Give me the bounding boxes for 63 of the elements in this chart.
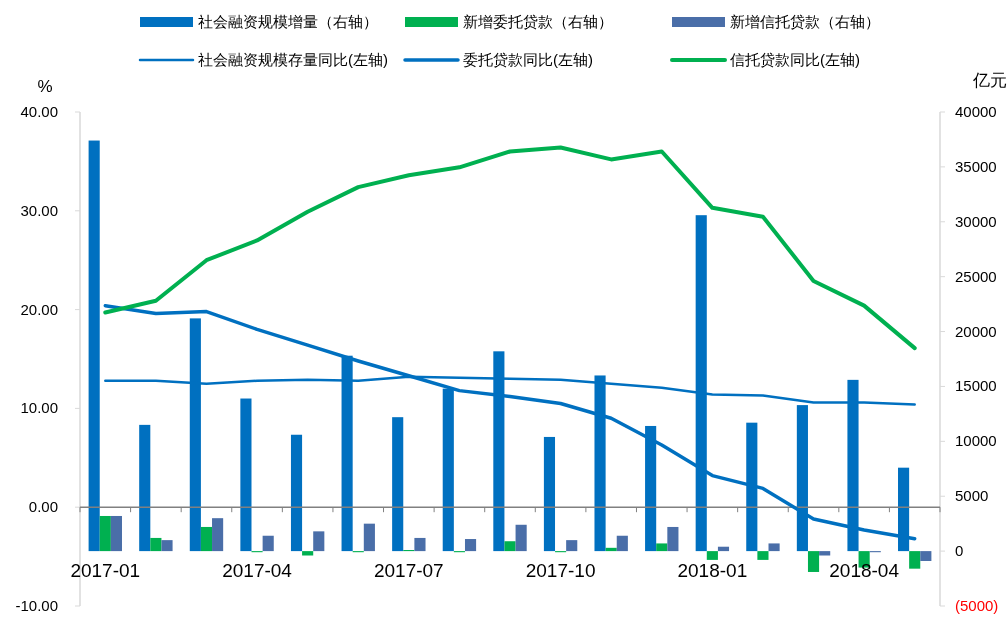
y-tick-label: 20.00 bbox=[20, 300, 58, 318]
bar bbox=[768, 543, 780, 552]
y2-tick-label: 25000 bbox=[955, 267, 997, 285]
bar bbox=[504, 541, 516, 552]
y2-tick-label: 15000 bbox=[955, 377, 997, 395]
y2-tick-label: 5000 bbox=[955, 487, 989, 505]
y-axis-title: % bbox=[37, 77, 53, 96]
bar bbox=[110, 515, 122, 552]
y2-tick-label: 10000 bbox=[955, 432, 997, 450]
bar bbox=[819, 551, 831, 556]
bar bbox=[363, 523, 375, 552]
bar bbox=[139, 424, 151, 552]
y-tick-label: 10.00 bbox=[20, 399, 58, 417]
bar bbox=[515, 524, 527, 552]
bar bbox=[313, 531, 325, 552]
bar bbox=[161, 540, 173, 552]
bar bbox=[200, 526, 213, 552]
y-tick-label: 40.00 bbox=[20, 103, 58, 120]
y2-tick-label: 30000 bbox=[955, 212, 997, 230]
y-tick-label: -10.00 bbox=[15, 597, 58, 614]
bar bbox=[212, 518, 224, 552]
bar bbox=[150, 537, 162, 552]
bar bbox=[909, 551, 921, 569]
bar bbox=[392, 417, 404, 552]
bar bbox=[88, 140, 100, 552]
bar bbox=[616, 535, 628, 552]
bar bbox=[414, 537, 426, 552]
y2-axis-title: 亿元 bbox=[972, 71, 1007, 90]
bar bbox=[262, 535, 274, 552]
x-tick-label: 2017-10 bbox=[525, 560, 596, 582]
y2-tick-label: 0 bbox=[955, 542, 964, 560]
bar bbox=[566, 540, 578, 552]
bar bbox=[302, 551, 314, 556]
y-tick-label: 30.00 bbox=[20, 201, 58, 219]
x-tick-label: 2017-07 bbox=[373, 560, 444, 582]
legend-label: 新增委托贷款（右轴） bbox=[463, 13, 613, 30]
bar bbox=[240, 398, 252, 552]
bar bbox=[99, 515, 111, 552]
bar bbox=[706, 551, 718, 560]
legend-label: 社会融资规模存量同比(左轴) bbox=[198, 51, 388, 68]
y2-tick-label: 35000 bbox=[955, 157, 997, 175]
bar bbox=[757, 551, 769, 560]
bar bbox=[290, 434, 303, 552]
legend-label: 新增信托贷款（右轴） bbox=[730, 13, 880, 30]
y2-tick-label: (5000) bbox=[955, 597, 999, 614]
legend-label: 社会融资规模增量（右轴） bbox=[198, 13, 378, 30]
x-tick-label: 2018-01 bbox=[677, 560, 748, 582]
bar bbox=[464, 539, 477, 552]
bar bbox=[920, 551, 932, 561]
y2-tick-label: 20000 bbox=[955, 322, 997, 340]
line-series bbox=[103, 145, 917, 351]
bar bbox=[656, 543, 668, 552]
bar bbox=[807, 551, 820, 572]
legend-label: 信托贷款同比(左轴) bbox=[730, 51, 860, 68]
x-tick-label: 2017-04 bbox=[222, 560, 293, 582]
bar bbox=[717, 546, 730, 552]
y-tick-label: 0.00 bbox=[28, 498, 58, 516]
x-tick-label: 2017-01 bbox=[70, 560, 141, 582]
x-tick-label: 2018-04 bbox=[829, 560, 900, 582]
bar bbox=[667, 526, 679, 552]
y2-tick-label: 40000 bbox=[955, 103, 997, 120]
bar bbox=[543, 436, 556, 552]
legend-label: 委托贷款同比(左轴) bbox=[463, 51, 593, 68]
